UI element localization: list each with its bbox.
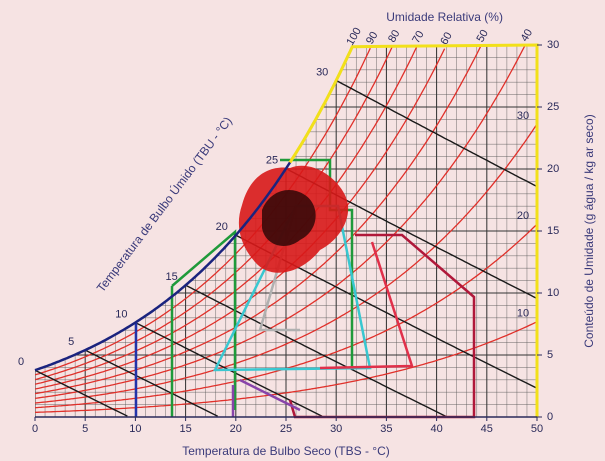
wet-bulb-tick-label: 0 <box>18 356 24 368</box>
x-tick-label: 20 <box>230 423 242 435</box>
y-tick-label: 0 <box>547 411 553 423</box>
x-tick-label: 50 <box>531 423 543 435</box>
x-tick-label: 10 <box>129 423 141 435</box>
x-tick-label: 5 <box>82 423 88 435</box>
rh-label: 10 <box>517 308 529 320</box>
y-tick-label: 15 <box>547 225 559 237</box>
y-tick-label: 30 <box>547 39 559 51</box>
rh-label: 20 <box>517 210 529 222</box>
wet-bulb-tick-label: 5 <box>68 336 74 348</box>
psychrometric-chart: Temperatura de Bulbo Seco (TBS - °C) Umi… <box>0 0 605 461</box>
y-axis-label: Conteúdo de Umidade (g água / kg ar seco… <box>582 114 596 347</box>
wet-bulb-tick-label: 25 <box>266 154 278 166</box>
wet-bulb-tick-label: 10 <box>115 308 127 320</box>
rh-label: 30 <box>517 110 529 122</box>
x-tick-label: 40 <box>430 423 442 435</box>
y-tick-label: 20 <box>547 163 559 175</box>
wet-bulb-tick-label: 15 <box>165 271 177 283</box>
page: Temperatura de Bulbo Seco (TBS - °C) Umi… <box>0 0 605 461</box>
rh-label: Umidade Relativa (%) <box>386 10 503 24</box>
wet-bulb-tick-label: 30 <box>316 66 328 78</box>
x-tick-label: 30 <box>330 423 342 435</box>
wet-bulb-tick-label: 20 <box>216 221 228 233</box>
y-tick-label: 25 <box>547 101 559 113</box>
y-tick-label: 5 <box>547 349 553 361</box>
x-tick-label: 45 <box>481 423 493 435</box>
x-tick-label: 35 <box>380 423 392 435</box>
x-tick-label: 0 <box>32 423 38 435</box>
y-tick-label: 10 <box>547 287 559 299</box>
x-tick-label: 15 <box>179 423 191 435</box>
x-tick-label: 25 <box>280 423 292 435</box>
x-axis-label: Temperatura de Bulbo Seco (TBS - °C) <box>182 444 390 458</box>
